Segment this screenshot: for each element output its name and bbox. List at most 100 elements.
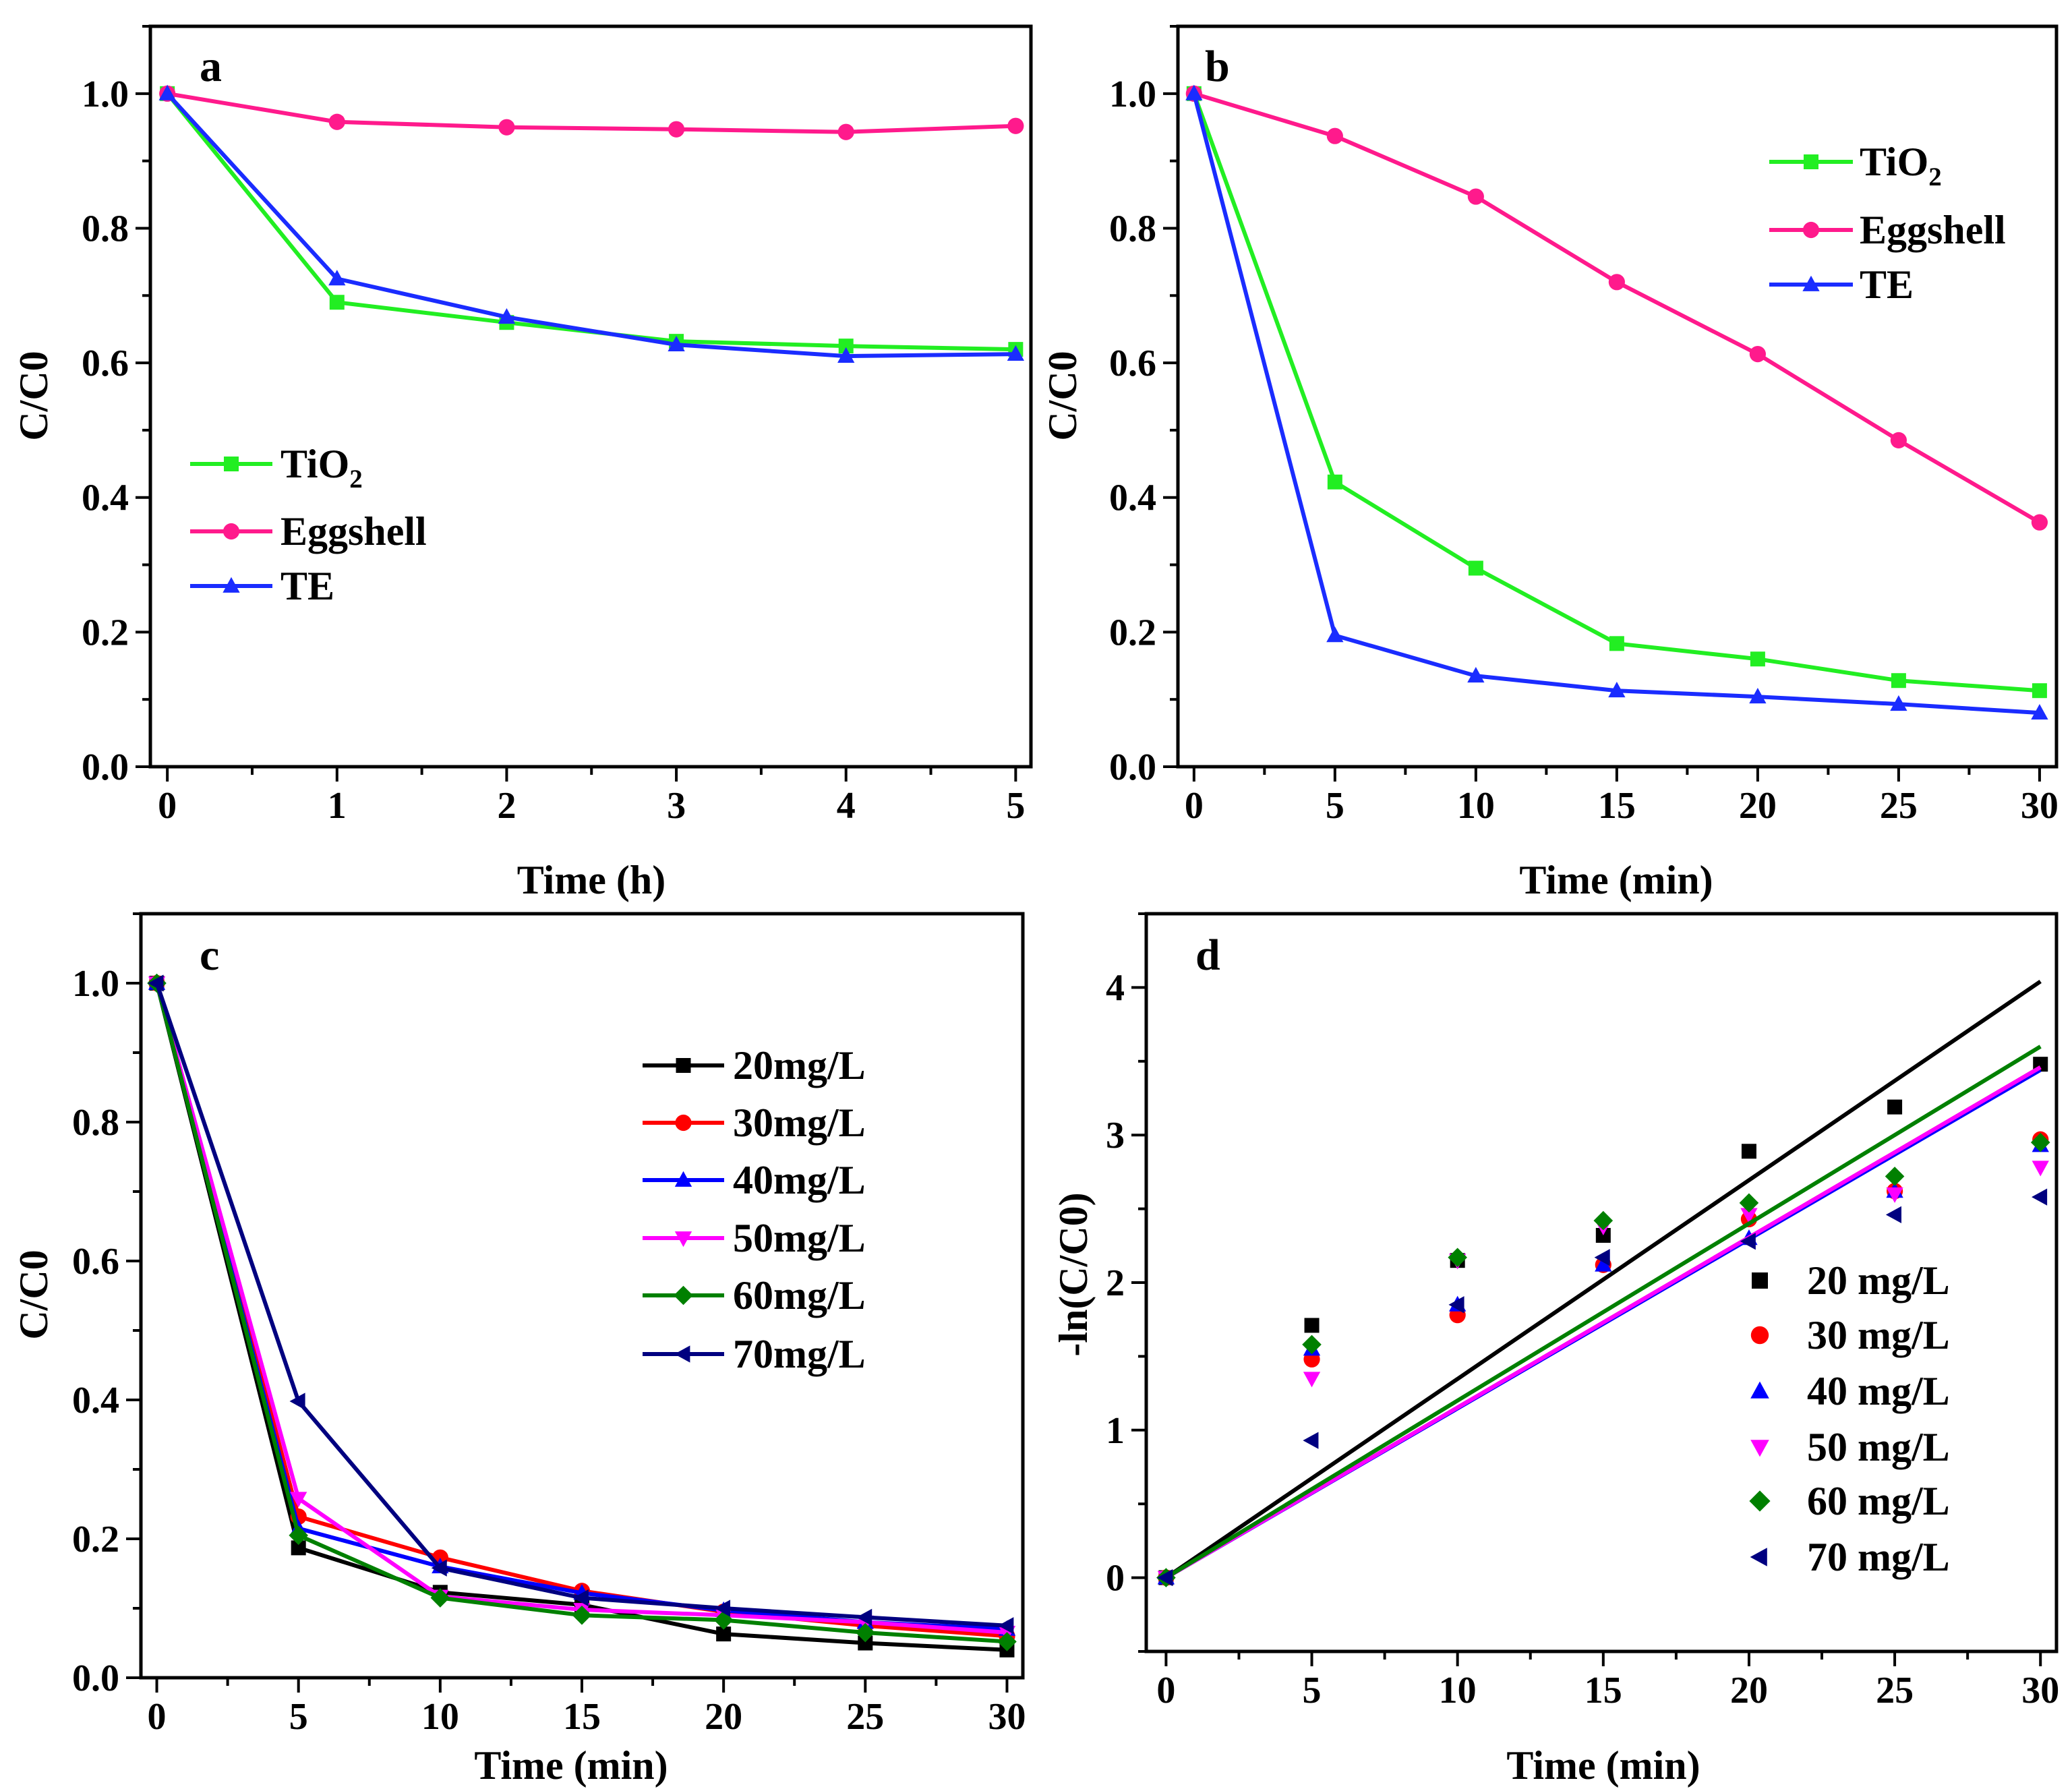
y-tick-label: 0.6: [1109, 343, 1156, 384]
data-point: [837, 123, 854, 140]
series-line: [154, 983, 1007, 1639]
data-point: [291, 1540, 306, 1556]
data-point: [1448, 1296, 1464, 1314]
x-tick-label: 30: [2021, 785, 2059, 827]
y-axis-label: -ln(C/C0): [1051, 1192, 1096, 1356]
data-point: [1749, 687, 1767, 704]
plot-frame: [1144, 912, 2059, 1653]
x-tick-label: 20: [1730, 1670, 1768, 1711]
data-point: [1157, 1568, 1173, 1587]
data-point: [1595, 1256, 1612, 1272]
data-point: [1749, 346, 1766, 363]
y-tick-label: 0.6: [82, 343, 129, 384]
plot-area: [1156, 979, 2050, 1587]
legend-item: 40 mg/L: [1750, 1369, 1950, 1413]
y-tick-label: 0.2: [1109, 612, 1156, 653]
panel-d: 0 5 10 15 20 25 30 0 1 2 3 4 d Time (min) -ln(C/C0) 20 …: [1051, 912, 2059, 1788]
series-te: [1185, 84, 2048, 720]
y-tick-label: 0.0: [72, 1658, 119, 1699]
x-axis-label: Time (min): [474, 1743, 668, 1788]
y-tick-label: 0.4: [1109, 477, 1156, 519]
data-point: [1739, 1193, 1759, 1213]
legend-marker: [676, 1058, 691, 1073]
y-tick-label: 0.4: [72, 1380, 119, 1421]
data-point: [329, 295, 345, 310]
panel-a: 0 1 2 3 4 5 0.0 0.2 0.4 0.6 0.8 1.0 a Time (h) C/C0 TiO…: [11, 24, 1033, 902]
data-point: [1594, 1249, 1610, 1266]
data-point: [1740, 1208, 1758, 1224]
series-line: [165, 92, 1016, 359]
legend-item: TiO2: [1769, 140, 1942, 192]
plot-area: [158, 84, 1025, 363]
series-tio2: [1186, 86, 2047, 699]
data-point: [1303, 1432, 1319, 1449]
series-te: [158, 84, 1025, 363]
data-point: [837, 347, 855, 363]
x-tick-label: 15: [1585, 1670, 1622, 1711]
data-point: [1185, 84, 1203, 100]
x-tick-label: 5: [289, 1696, 308, 1738]
legend-marker: [1750, 1440, 1769, 1457]
data-point: [1887, 1099, 1903, 1115]
data-point: [1750, 651, 1765, 667]
legend-label: 40 mg/L: [1807, 1369, 1950, 1413]
data-point: [1609, 636, 1624, 651]
data-point: [716, 1626, 732, 1642]
series-line: [154, 983, 1007, 1631]
x-tick-label: 30: [988, 1696, 1026, 1738]
y-tick-label: 1.0: [72, 963, 119, 1005]
x-tick-label: 3: [667, 785, 686, 827]
y-tick-label: 0.0: [1109, 746, 1156, 788]
x-tick-label: 10: [1439, 1670, 1477, 1711]
data-point: [2031, 703, 2048, 720]
fit-line: [1164, 1045, 2042, 1580]
legend: TiO2 Eggshell TE: [1769, 140, 2006, 307]
series-70-mg-l: [1157, 1188, 2048, 1587]
x-tick-label: 1: [328, 785, 347, 827]
panel-label: c: [200, 931, 219, 980]
x-tick-label: 20: [1739, 785, 1777, 827]
legend-item: 50 mg/L: [1750, 1425, 1950, 1469]
legend-marker: [1750, 1326, 1769, 1345]
legend-label: 30 mg/L: [1807, 1313, 1950, 1357]
legend: 20mg/L 30mg/L 40mg/L 50mg/L 60mg/L 70mg/L: [643, 1043, 866, 1376]
data-point: [2032, 1161, 2049, 1177]
x-tick-label: 5: [1303, 1670, 1322, 1711]
x-tick-label: 2: [497, 785, 516, 827]
plot-area: [147, 973, 1017, 1658]
data-point: [2030, 1132, 2050, 1152]
legend-item: TiO2: [190, 442, 363, 494]
legend-marker: [223, 523, 240, 540]
legend-item: 40mg/L: [643, 1158, 866, 1202]
data-point: [328, 270, 346, 286]
series-20mg-l: [149, 976, 1015, 1658]
data-point: [1303, 1372, 1321, 1388]
panel-label: a: [200, 42, 222, 91]
y-tick-label: 0.8: [72, 1102, 119, 1144]
series-30mg-l: [148, 974, 1015, 1645]
panel-label: b: [1205, 42, 1230, 91]
series-40mg-l: [148, 974, 1016, 1636]
fit-line: [1164, 979, 2042, 1580]
data-point: [572, 1589, 589, 1607]
data-point: [1326, 127, 1343, 144]
legend-item: Eggshell: [190, 509, 427, 554]
legend-marker: [674, 1285, 693, 1306]
data-point: [328, 113, 345, 130]
x-tick-label: 25: [1876, 1670, 1914, 1711]
y-tick-label: 0.8: [1109, 208, 1156, 250]
series-eggshell: [159, 85, 1024, 140]
x-tick-label: 4: [837, 785, 856, 827]
series-eggshell: [1185, 85, 2048, 531]
legend-marker: [674, 1345, 690, 1363]
legend-marker: [675, 1114, 692, 1132]
data-point: [1467, 667, 1485, 683]
x-tick-label: 5: [1326, 785, 1344, 827]
data-point: [997, 1632, 1017, 1651]
data-point: [713, 1610, 734, 1630]
panel-b: 0 5 10 15 20 25 30 0.0 0.2 0.4 0.6 0.8 1.0 b Time (min…: [1040, 24, 2059, 902]
legend-item: Eggshell: [1769, 208, 2006, 252]
data-point: [1886, 1187, 1903, 1203]
legend-marker: [1750, 1548, 1767, 1566]
legend-marker: [1752, 1272, 1768, 1289]
